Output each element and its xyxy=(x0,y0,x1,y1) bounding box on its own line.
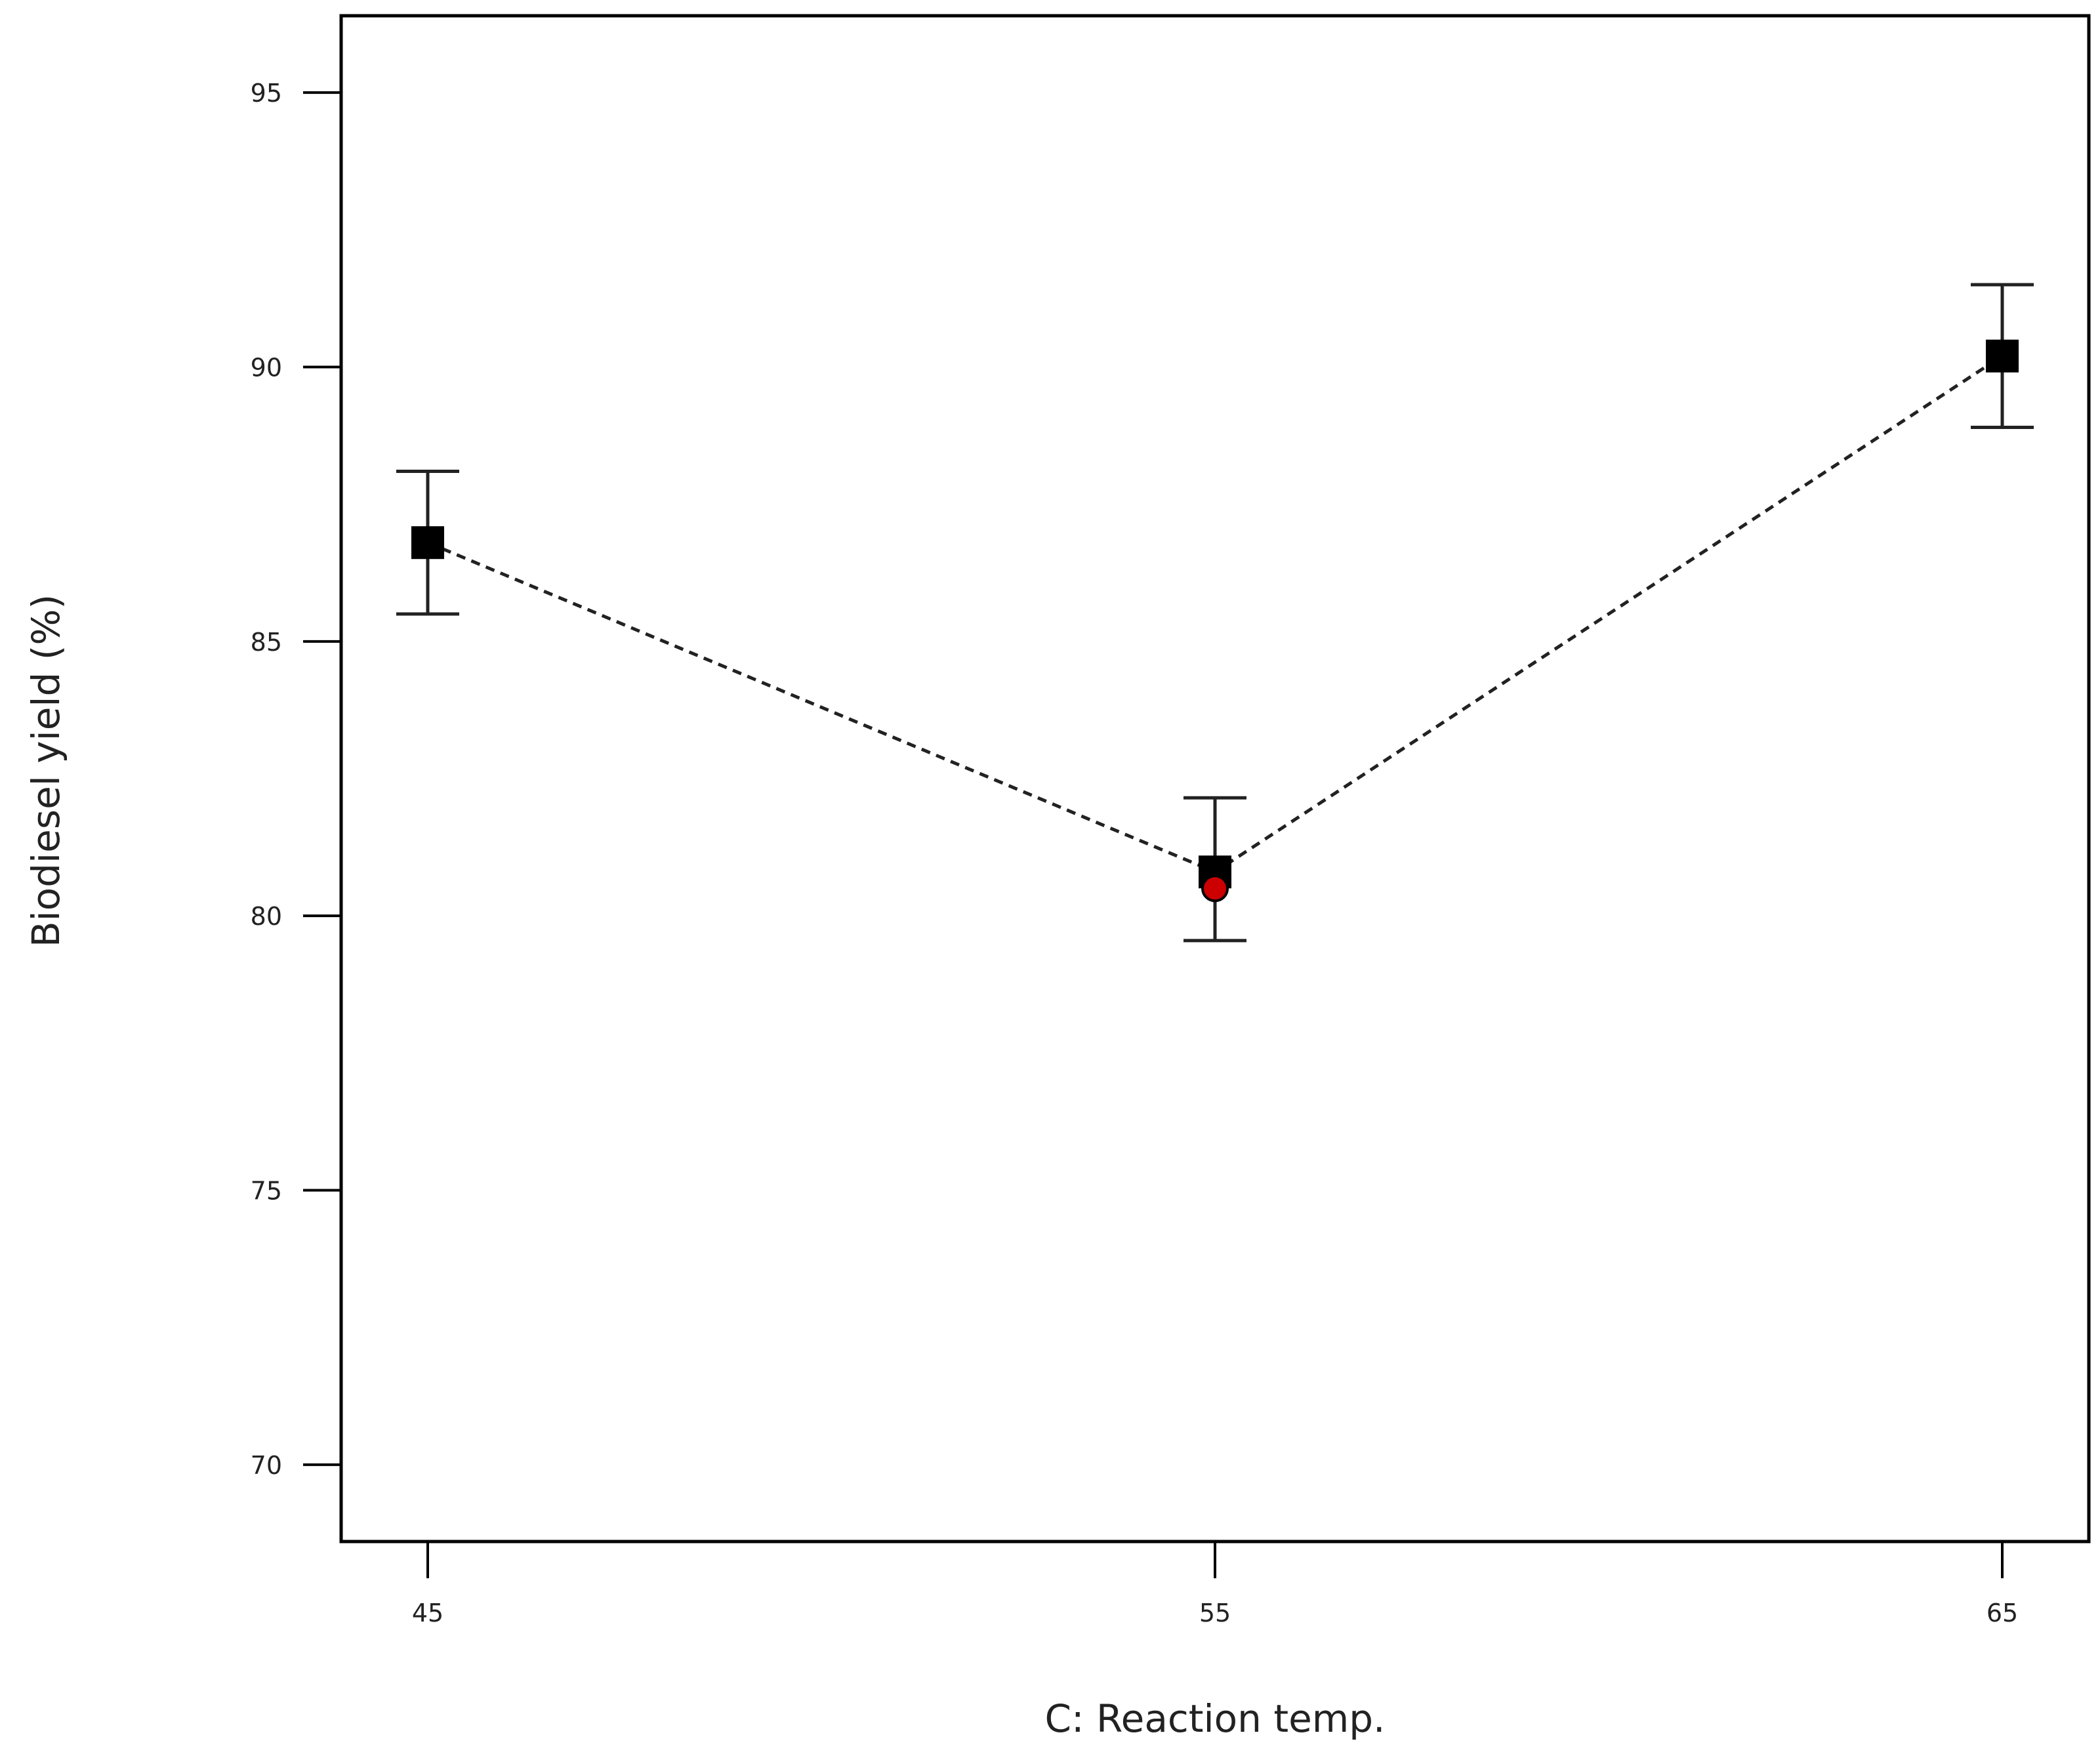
plot-frame xyxy=(339,14,2091,1543)
y-axis-ticks: 70 75 80 85 90 95 xyxy=(251,79,341,1480)
y-tick-label: 75 xyxy=(251,1177,282,1206)
x-axis-ticks: 45 55 65 xyxy=(412,1542,2018,1627)
y-tick-label: 90 xyxy=(251,353,282,382)
y-tick-label: 85 xyxy=(251,628,282,657)
x-tick-label: 65 xyxy=(1987,1599,2018,1627)
data-point-circle xyxy=(1201,874,1229,903)
trend-line xyxy=(427,354,2004,874)
error-bars xyxy=(396,283,2034,943)
y-tick-label: 70 xyxy=(251,1451,282,1480)
x-axis-title: C: Reaction temp. xyxy=(1045,1696,1386,1741)
x-tick-label: 45 xyxy=(412,1599,443,1627)
y-tick-label: 95 xyxy=(251,79,282,108)
y-axis-title: Biodiesel yield (%) xyxy=(24,594,68,947)
data-point-square xyxy=(411,526,444,560)
data-markers xyxy=(411,339,2019,903)
data-point-square xyxy=(1986,339,2019,373)
x-tick-label: 55 xyxy=(1199,1599,1231,1627)
y-tick-label: 80 xyxy=(251,902,282,931)
